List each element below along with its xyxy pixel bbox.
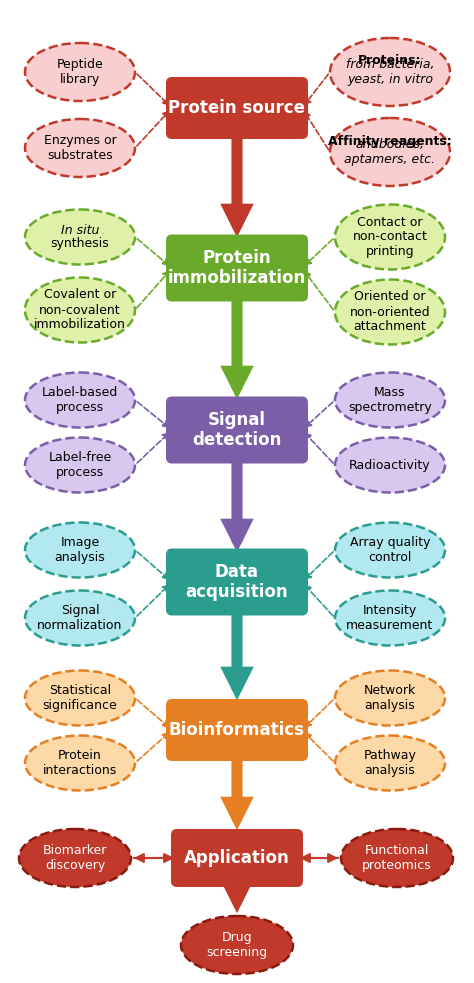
Ellipse shape [25,523,135,577]
Text: Proteins:: Proteins: [358,54,422,68]
Text: Bioinformatics: Bioinformatics [169,721,305,739]
Text: Protein
interactions: Protein interactions [43,749,117,777]
Ellipse shape [25,209,135,264]
Ellipse shape [335,523,445,577]
Ellipse shape [25,670,135,725]
Ellipse shape [335,204,445,269]
Ellipse shape [330,118,450,186]
Text: Contact or
non-contact
printing: Contact or non-contact printing [353,215,428,259]
Ellipse shape [181,916,293,974]
Text: Affinity reagents:: Affinity reagents: [328,135,452,147]
Text: In situ: In situ [61,224,99,238]
Text: from bacteria,
yeast, in vitro: from bacteria, yeast, in vitro [346,58,434,86]
Text: Enzymes or
substrates: Enzymes or substrates [44,134,117,162]
Ellipse shape [19,829,131,887]
Text: Covalent or
non-covalent
immobilization: Covalent or non-covalent immobilization [34,288,126,331]
Text: Peptide
library: Peptide library [56,58,103,86]
Text: Label-based
process: Label-based process [42,386,118,414]
Text: Pathway
analysis: Pathway analysis [364,749,417,777]
Text: Oriented or
non-oriented
attachment: Oriented or non-oriented attachment [350,291,430,333]
Text: Drug
screening: Drug screening [207,931,267,959]
Ellipse shape [25,119,135,177]
Ellipse shape [25,735,135,790]
FancyBboxPatch shape [166,396,308,464]
Text: Radioactivity: Radioactivity [349,458,431,472]
FancyBboxPatch shape [171,829,303,887]
Ellipse shape [25,43,135,101]
Ellipse shape [335,373,445,428]
Ellipse shape [330,38,450,106]
Ellipse shape [335,591,445,646]
Ellipse shape [25,373,135,428]
Text: Data
acquisition: Data acquisition [186,562,288,602]
FancyBboxPatch shape [166,699,308,761]
Text: Network
analysis: Network analysis [364,684,416,712]
Text: Intensity
measurement: Intensity measurement [346,604,434,632]
Text: Statistical
significance: Statistical significance [43,684,118,712]
Text: Signal
detection: Signal detection [192,411,282,449]
Text: Signal
normalization: Signal normalization [37,604,123,632]
FancyBboxPatch shape [166,77,308,139]
Text: Functional
proteomics: Functional proteomics [362,844,432,872]
Ellipse shape [335,437,445,492]
Ellipse shape [25,277,135,342]
Ellipse shape [25,437,135,492]
Text: synthesis: synthesis [51,237,109,250]
Text: Protein source: Protein source [168,99,306,117]
Text: Array quality
control: Array quality control [350,536,430,564]
Text: Application: Application [184,849,290,867]
Ellipse shape [335,735,445,790]
FancyBboxPatch shape [166,235,308,302]
Ellipse shape [25,591,135,646]
Ellipse shape [335,279,445,344]
Ellipse shape [341,829,453,887]
Text: Label-free
process: Label-free process [48,451,111,479]
Ellipse shape [335,670,445,725]
Text: Mass
spectrometry: Mass spectrometry [348,386,432,414]
FancyBboxPatch shape [166,549,308,615]
Text: Protein
immobilization: Protein immobilization [168,249,306,287]
Text: Biomarker
discovery: Biomarker discovery [43,844,107,872]
Text: Image
analysis: Image analysis [55,536,105,564]
Text: antibodies,
aptamers, etc.: antibodies, aptamers, etc. [345,138,436,166]
